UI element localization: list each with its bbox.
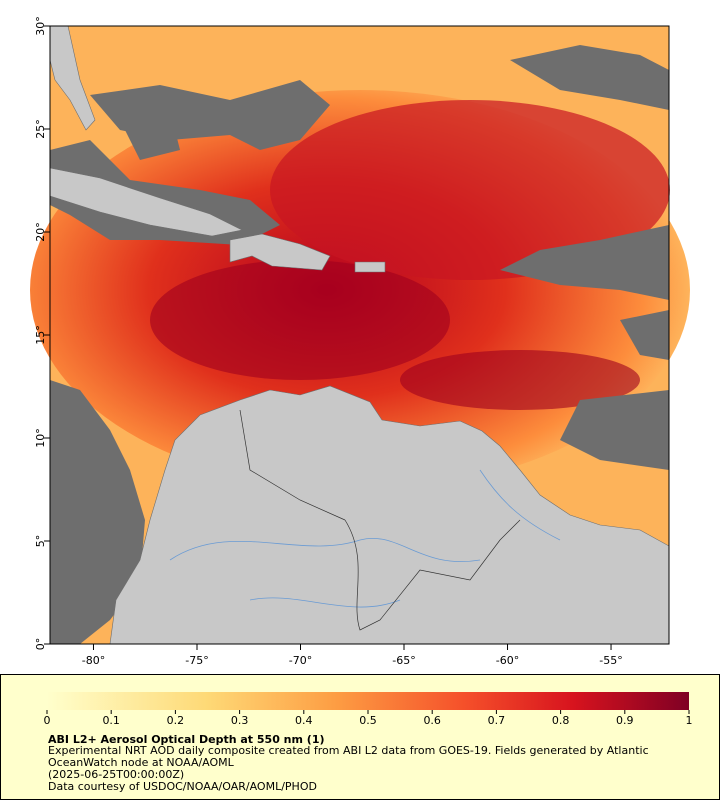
caption-credit: Data courtesy of USDOC/NOAA/OAR/AOML/PHO… bbox=[48, 780, 317, 793]
y-tick-label: 20° bbox=[34, 222, 47, 242]
colorbar-panel bbox=[0, 674, 720, 800]
map-image bbox=[30, 25, 690, 645]
x-tick-label: -75° bbox=[185, 654, 208, 667]
y-tick-label: 25° bbox=[34, 119, 47, 139]
x-tick-label: -65° bbox=[392, 654, 415, 667]
colorbar-tick-label: 0.7 bbox=[488, 714, 506, 727]
colorbar-tick-label: 0 bbox=[44, 714, 51, 727]
colorbar-tick-label: 0.6 bbox=[423, 714, 441, 727]
y-tick-label: 30° bbox=[34, 16, 47, 36]
x-tick-label: -55° bbox=[599, 654, 622, 667]
colorbar-tick-label: 0.8 bbox=[552, 714, 570, 727]
colorbar-tick-label: 0.2 bbox=[167, 714, 185, 727]
y-tick-label: 5° bbox=[34, 535, 47, 548]
colorbar-tick-label: 0.9 bbox=[616, 714, 634, 727]
colorbar-tick-label: 0.5 bbox=[359, 714, 377, 727]
colorbar-tick-label: 0.3 bbox=[231, 714, 249, 727]
x-tick-label: -60° bbox=[496, 654, 519, 667]
x-tick-label: -80° bbox=[82, 654, 105, 667]
y-tick-label: 15° bbox=[34, 325, 47, 345]
x-tick-label: -70° bbox=[289, 654, 312, 667]
y-tick-label: 10° bbox=[34, 428, 47, 448]
colorbar-tick-label: 1 bbox=[686, 714, 693, 727]
caption-description: Experimental NRT AOD daily composite cre… bbox=[48, 744, 649, 769]
colorbar bbox=[47, 692, 689, 710]
colorbar-tick-label: 0.1 bbox=[102, 714, 120, 727]
colorbar-tick-label: 0.4 bbox=[295, 714, 313, 727]
caption-title: ABI L2+ Aerosol Optical Depth at 550 nm … bbox=[48, 733, 325, 746]
caption-time: (2025-06-25T00:00:00Z) bbox=[48, 768, 185, 781]
y-tick-label: 0° bbox=[34, 638, 47, 651]
